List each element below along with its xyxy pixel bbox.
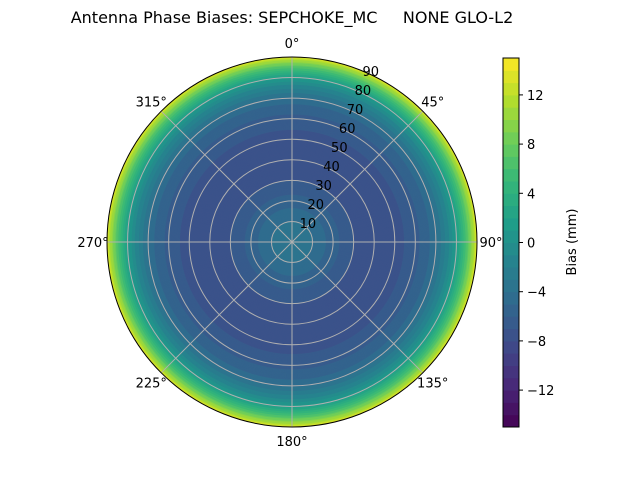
angle-gridline <box>160 110 293 243</box>
colorbar-level <box>503 340 519 354</box>
colorbar-level <box>503 291 519 305</box>
polar-frame <box>106 56 478 428</box>
colorbar-level <box>503 279 519 293</box>
colorbar-level <box>503 353 519 366</box>
colorbar-level <box>503 390 519 403</box>
colorbar-level <box>503 267 519 280</box>
angle-tick-label: 225° <box>136 377 167 392</box>
radial-tick-label: 30 <box>315 179 332 194</box>
radial-tick-label: 40 <box>323 160 340 175</box>
colorbar-level <box>503 205 519 219</box>
colorbar-level <box>503 94 519 108</box>
chart-title: Antenna Phase Biases: SEPCHOKE_MC NONE G… <box>71 8 514 28</box>
colorbar-level <box>503 168 519 182</box>
colorbar-tick-label: 8 <box>527 138 535 153</box>
radial-tick-label: 10 <box>300 217 317 232</box>
colorbar-level <box>503 304 519 317</box>
radial-tick-label: 90 <box>363 65 380 80</box>
radial-tick-label: 50 <box>331 141 348 156</box>
angle-gridline <box>160 241 293 374</box>
colorbar-level <box>503 70 519 84</box>
colorbar-level <box>503 131 519 145</box>
colorbar-level <box>503 144 519 157</box>
colorbar-level <box>503 402 519 416</box>
colorbar-level <box>503 328 519 342</box>
colorbar-tick-label: −8 <box>527 335 546 350</box>
angle-tick-label: 45° <box>421 95 444 110</box>
radial-tick-label: 80 <box>355 84 372 99</box>
radial-tick-labels: 10 20 30 40 50 60 70 80 90 <box>300 65 379 232</box>
colorbar-level <box>503 230 519 243</box>
angle-tick-label: 270° <box>77 236 108 251</box>
angle-gridline <box>291 110 424 243</box>
colorbar-level <box>503 414 519 428</box>
angle-tick-label: 0° <box>285 37 300 52</box>
colorbar-level <box>503 365 519 379</box>
colorbar-level <box>503 107 519 120</box>
colorbar-level <box>503 119 519 133</box>
colorbar: −12 −8 −4 0 4 8 12 <box>502 57 554 428</box>
angle-gridline <box>291 241 424 374</box>
angle-tick-labels: 0° 45° 90° 135° 180° 225° 270° 315° <box>77 37 502 450</box>
colorbar-level <box>503 58 519 71</box>
colorbar-level <box>503 254 519 268</box>
colorbar-tick-label: 12 <box>527 89 544 104</box>
colorbar-level <box>503 82 519 96</box>
colorbar-tick-label: 4 <box>527 187 535 202</box>
colorbar-level <box>503 217 519 231</box>
radial-tick-label: 20 <box>307 198 324 213</box>
polar-grid <box>107 57 477 427</box>
colorbar-label: Bias (mm) <box>565 209 580 276</box>
colorbar-level <box>503 316 519 330</box>
colorbar-level <box>503 156 519 170</box>
angle-tick-label: 180° <box>276 435 307 450</box>
colorbar-level <box>503 193 519 207</box>
colorbar-tick-label: −4 <box>527 286 546 301</box>
colorbar-level <box>503 377 519 391</box>
angle-tick-label: 90° <box>479 236 502 251</box>
angle-tick-label: 315° <box>136 95 167 110</box>
radial-tick-label: 70 <box>347 103 364 118</box>
colorbar-level <box>503 181 519 194</box>
angle-tick-label: 135° <box>417 377 448 392</box>
colorbar-tick-label: 0 <box>527 237 535 252</box>
radial-tick-label: 60 <box>339 122 356 137</box>
colorbar-tick-label: −12 <box>527 384 554 399</box>
colorbar-level <box>503 242 519 256</box>
